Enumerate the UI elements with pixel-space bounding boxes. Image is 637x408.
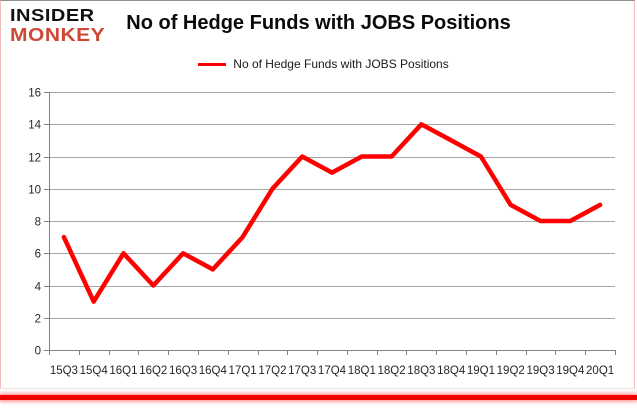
- svg-text:18Q3: 18Q3: [407, 365, 435, 377]
- svg-text:18Q1: 18Q1: [348, 365, 376, 377]
- series-line: [61, 122, 603, 304]
- svg-text:12: 12: [28, 153, 41, 165]
- svg-text:10: 10: [28, 185, 41, 197]
- bottom-accent-bar: [0, 395, 637, 400]
- gridlines: [49, 92, 615, 351]
- svg-text:0: 0: [35, 346, 41, 358]
- svg-text:17Q2: 17Q2: [258, 365, 286, 377]
- legend-line-swatch-icon: [198, 62, 227, 66]
- svg-text:19Q3: 19Q3: [526, 365, 554, 377]
- svg-text:17Q3: 17Q3: [288, 365, 316, 377]
- svg-text:8: 8: [35, 217, 41, 229]
- x-axis-labels: 15Q3 15Q4 16Q1 16Q2 16Q3 16Q4 17Q1 17Q2 17Q3 17Q4…: [50, 365, 614, 377]
- y-axis-labels: 0 2 4 6 8 10 12 14 16: [28, 88, 41, 358]
- logo-line-monkey: MONKEY: [10, 25, 106, 46]
- svg-text:14: 14: [28, 120, 41, 132]
- svg-text:17Q4: 17Q4: [318, 365, 347, 377]
- svg-text:16Q3: 16Q3: [169, 365, 197, 377]
- svg-text:17Q1: 17Q1: [229, 365, 257, 377]
- svg-text:16Q1: 16Q1: [109, 365, 137, 377]
- legend: No of Hedge Funds with JOBS Positions: [0, 57, 637, 71]
- svg-text:18Q2: 18Q2: [378, 365, 406, 377]
- svg-text:19Q4: 19Q4: [556, 365, 585, 377]
- svg-text:4: 4: [35, 282, 42, 294]
- svg-text:15Q3: 15Q3: [50, 365, 78, 377]
- chart-card-background: [0, 0, 635, 389]
- chart-title: No of Hedge Funds with JOBS Positions: [126, 12, 511, 34]
- svg-text:15Q4: 15Q4: [80, 365, 109, 377]
- svg-text:19Q1: 19Q1: [467, 365, 495, 377]
- svg-text:18Q4: 18Q4: [437, 365, 466, 377]
- insider-monkey-logo: INSIDER MONKEY: [10, 6, 106, 48]
- svg-text:16Q4: 16Q4: [199, 365, 228, 377]
- axis-ticks: [44, 92, 616, 355]
- svg-text:16Q2: 16Q2: [139, 365, 167, 377]
- svg-text:19Q2: 19Q2: [497, 365, 525, 377]
- svg-text:2: 2: [35, 314, 41, 326]
- monkey-eye-dot-icon: [41, 43, 46, 48]
- svg-text:6: 6: [35, 249, 41, 261]
- logo-line-insider: INSIDER: [10, 6, 95, 26]
- legend-label: No of Hedge Funds with JOBS Positions: [233, 57, 449, 71]
- svg-text:16: 16: [28, 88, 41, 100]
- svg-text:20Q1: 20Q1: [586, 365, 614, 377]
